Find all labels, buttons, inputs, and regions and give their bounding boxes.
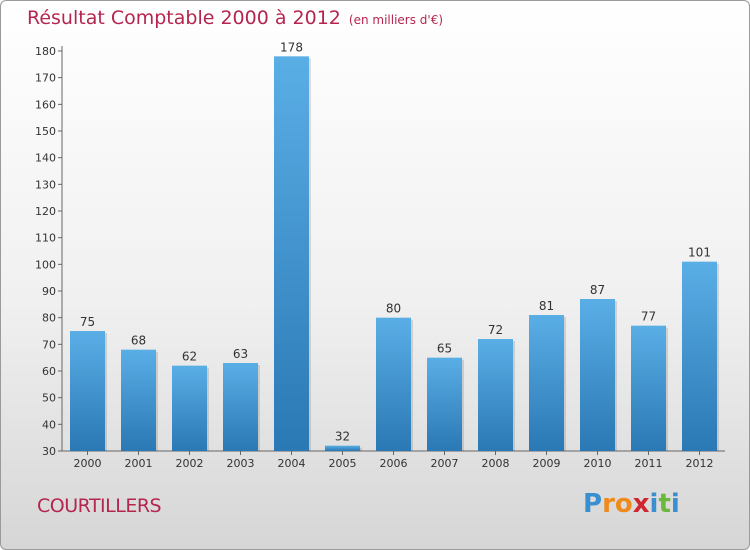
bar-value-label: 63 [233,347,248,361]
bar [631,325,666,451]
logo-letter: x [632,489,650,519]
bar-value-label: 68 [131,334,146,348]
bar [172,365,207,451]
bar [274,56,309,451]
x-tick-label: 2000 [74,457,102,470]
x-tick-label: 2009 [533,457,561,470]
bar-value-label: 178 [280,40,303,54]
chart-title: Résultat Comptable 2000 à 2012 [27,7,341,29]
bar [580,299,615,451]
bar-value-label: 87 [590,283,605,297]
bar [529,315,564,451]
y-tick-label: 150 [35,125,56,138]
bar-value-label: 62 [182,350,197,364]
y-tick-label: 140 [35,152,56,165]
y-tick-label: 90 [42,285,56,298]
logo-letter: r [602,489,615,519]
y-tick-label: 30 [42,445,56,458]
x-tick-label: 2003 [227,457,255,470]
y-tick-label: 60 [42,365,56,378]
x-tick-label: 2006 [380,457,408,470]
x-tick-label: 2011 [635,457,663,470]
bar [70,331,105,451]
logo-letter: i [670,489,680,519]
bar [223,363,258,451]
logo-letter: t [658,489,671,519]
logo-letter: o [614,489,633,519]
x-tick-label: 2012 [686,457,714,470]
commune-name: COURTILLERS [37,495,162,517]
y-tick-label: 170 [35,72,56,85]
bar [325,445,360,451]
bar-value-label: 77 [641,310,656,324]
y-tick-label: 180 [35,45,56,58]
bar [478,339,513,451]
bar [376,317,411,451]
y-tick-label: 100 [35,258,56,271]
y-tick-label: 110 [35,232,56,245]
bar-value-label: 101 [688,246,711,260]
bar-value-label: 32 [335,430,350,444]
logo-letter: P [583,489,603,519]
proxiti-logo: Proxiti [583,489,680,519]
y-tick-label: 80 [42,312,56,325]
bar-value-label: 80 [386,302,401,316]
x-tick-label: 2010 [584,457,612,470]
y-tick-label: 130 [35,178,56,191]
logo-letter: i [649,489,659,519]
x-tick-label: 2004 [278,457,306,470]
y-tick-label: 50 [42,392,56,405]
y-tick-label: 160 [35,98,56,111]
x-tick-label: 2001 [125,457,153,470]
x-tick-label: 2007 [431,457,459,470]
bar-value-label: 65 [437,342,452,356]
y-tick-label: 120 [35,205,56,218]
y-tick-label: 70 [42,338,56,351]
bar [682,261,717,451]
bar [427,357,462,451]
x-tick-label: 2002 [176,457,204,470]
y-tick-label: 40 [42,418,56,431]
bar-value-label: 81 [539,299,554,313]
bar [121,349,156,451]
x-tick-label: 2008 [482,457,510,470]
bar-value-label: 75 [80,315,95,329]
chart-title-line: Résultat Comptable 2000 à 2012 (en millie… [27,7,443,29]
x-tick-label: 2005 [329,457,357,470]
bar-value-label: 72 [488,323,503,337]
chart-subtitle: (en milliers d'€) [348,13,444,27]
